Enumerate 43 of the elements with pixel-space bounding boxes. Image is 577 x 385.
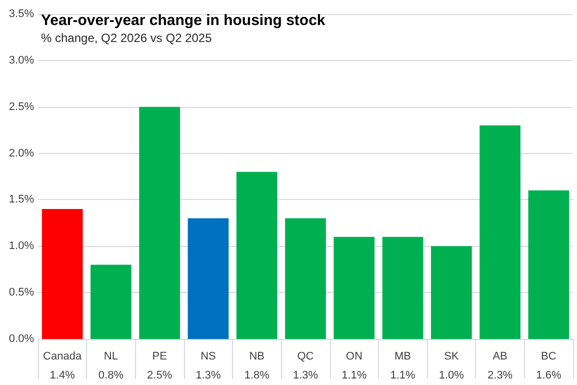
- data-label: 2.5%: [147, 370, 172, 382]
- y-tick-label: 0.0%: [8, 333, 34, 345]
- data-label: 1.8%: [244, 370, 270, 382]
- bar: [430, 246, 472, 339]
- bar: [480, 125, 520, 339]
- x-tick-label: Canada: [43, 350, 82, 362]
- x-tick-label: NB: [249, 350, 265, 362]
- x-tick-label: NS: [200, 350, 216, 362]
- data-label: 1.1%: [342, 370, 367, 382]
- bar: [285, 218, 326, 339]
- x-tick-label: QC: [297, 350, 314, 362]
- data-label: 1.0%: [438, 370, 464, 382]
- x-tick-label: ON: [346, 350, 362, 362]
- bar: [382, 236, 424, 339]
- bar: [188, 218, 229, 339]
- data-label: 1.4%: [50, 370, 76, 382]
- y-tick-label: 3.0%: [8, 54, 34, 66]
- x-tick-label: NL: [104, 350, 118, 362]
- data-label: 1.3%: [196, 370, 221, 382]
- data-label: 1.6%: [536, 370, 562, 382]
- y-tick-label: 3.5%: [8, 8, 34, 20]
- data-label: 0.8%: [98, 370, 124, 382]
- y-tick-label: 2.5%: [8, 100, 34, 113]
- y-tick-label: 0.5%: [8, 286, 34, 299]
- y-tick-label: 1.0%: [8, 240, 34, 252]
- data-label: 2.3%: [488, 370, 513, 382]
- data-label: 1.1%: [390, 370, 416, 382]
- x-tick-label: SK: [444, 350, 460, 362]
- bar: [528, 190, 570, 339]
- y-tick-label: 1.5%: [8, 194, 34, 206]
- bar: [334, 236, 375, 339]
- y-tick-label: 2.0%: [8, 147, 34, 160]
- bar: [90, 264, 132, 339]
- data-label: 1.3%: [292, 370, 318, 382]
- bar: [42, 209, 83, 339]
- bar: [139, 106, 180, 339]
- bar: [236, 172, 278, 339]
- text: % change, Q2 2026 vs Q2 2025: [41, 31, 212, 45]
- x-tick-label: BC: [541, 350, 556, 362]
- x-tick-label: PE: [152, 350, 167, 362]
- x-tick-label: AB: [492, 350, 508, 362]
- chart-title: Year-over-year change in housing stock: [41, 12, 326, 29]
- x-tick-label: MB: [394, 350, 412, 362]
